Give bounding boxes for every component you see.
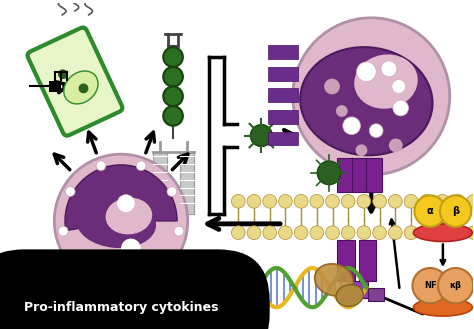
Circle shape	[116, 275, 126, 285]
Bar	[268, 67, 298, 81]
Circle shape	[121, 239, 141, 258]
Circle shape	[154, 261, 164, 271]
Circle shape	[381, 61, 397, 77]
Circle shape	[436, 194, 449, 208]
Circle shape	[310, 194, 324, 208]
Text: α: α	[427, 206, 434, 216]
Ellipse shape	[413, 224, 472, 241]
Circle shape	[279, 226, 292, 240]
Circle shape	[373, 226, 386, 240]
Circle shape	[341, 194, 355, 208]
Circle shape	[393, 100, 409, 116]
Circle shape	[341, 226, 355, 240]
Circle shape	[263, 226, 276, 240]
Circle shape	[247, 226, 261, 240]
Bar	[368, 288, 384, 301]
Circle shape	[392, 80, 406, 93]
Ellipse shape	[64, 71, 98, 104]
Circle shape	[78, 261, 88, 271]
Bar	[349, 281, 368, 298]
Circle shape	[263, 194, 276, 208]
Circle shape	[251, 125, 272, 146]
Bar	[352, 158, 367, 192]
Circle shape	[231, 226, 245, 240]
Circle shape	[388, 226, 402, 240]
Circle shape	[167, 187, 177, 196]
Circle shape	[326, 194, 339, 208]
Bar	[337, 240, 355, 281]
Circle shape	[294, 226, 308, 240]
FancyBboxPatch shape	[27, 28, 122, 136]
Circle shape	[343, 117, 360, 135]
Circle shape	[174, 226, 184, 236]
Ellipse shape	[300, 47, 432, 155]
Circle shape	[420, 194, 434, 208]
Bar	[358, 240, 376, 281]
Circle shape	[136, 161, 146, 171]
Circle shape	[404, 194, 418, 208]
Circle shape	[369, 124, 383, 138]
Wedge shape	[65, 165, 177, 231]
Circle shape	[58, 226, 68, 236]
Ellipse shape	[76, 198, 156, 248]
Circle shape	[310, 226, 324, 240]
Circle shape	[163, 47, 183, 67]
Circle shape	[117, 194, 135, 212]
Circle shape	[357, 226, 371, 240]
Circle shape	[436, 226, 449, 240]
Bar	[268, 89, 298, 102]
Circle shape	[293, 18, 450, 175]
Circle shape	[163, 106, 183, 126]
Circle shape	[412, 268, 448, 303]
Bar	[268, 132, 298, 145]
Bar	[180, 152, 194, 214]
Circle shape	[404, 226, 418, 240]
Text: NF: NF	[424, 281, 437, 290]
Circle shape	[451, 194, 465, 208]
Circle shape	[389, 139, 402, 152]
Text: κβ: κβ	[450, 281, 462, 290]
Bar	[268, 110, 298, 124]
Circle shape	[420, 226, 434, 240]
Circle shape	[231, 194, 245, 208]
Circle shape	[467, 226, 474, 240]
Circle shape	[96, 161, 106, 171]
Ellipse shape	[413, 298, 472, 316]
Circle shape	[438, 268, 474, 303]
Circle shape	[294, 194, 308, 208]
Circle shape	[163, 67, 183, 87]
Circle shape	[55, 154, 188, 288]
Circle shape	[247, 194, 261, 208]
Ellipse shape	[336, 285, 364, 306]
Circle shape	[79, 84, 89, 93]
Circle shape	[279, 194, 292, 208]
Ellipse shape	[315, 264, 353, 296]
Bar	[268, 45, 298, 59]
Circle shape	[357, 194, 371, 208]
Circle shape	[336, 105, 348, 117]
Bar	[337, 158, 353, 192]
Circle shape	[373, 194, 386, 208]
Circle shape	[317, 161, 341, 185]
Circle shape	[451, 226, 465, 240]
Text: Pro-inflammatory cytokines: Pro-inflammatory cytokines	[24, 301, 219, 314]
Circle shape	[356, 144, 367, 156]
Circle shape	[326, 226, 339, 240]
Circle shape	[324, 79, 340, 94]
Circle shape	[163, 87, 183, 106]
Circle shape	[356, 62, 376, 82]
Bar	[366, 158, 382, 192]
Bar	[154, 152, 167, 214]
Ellipse shape	[354, 54, 418, 109]
Circle shape	[388, 194, 402, 208]
Circle shape	[414, 195, 446, 227]
Circle shape	[440, 195, 471, 227]
Text: β: β	[452, 206, 459, 216]
Bar	[49, 81, 61, 92]
Circle shape	[58, 69, 68, 79]
Circle shape	[65, 187, 75, 196]
Circle shape	[467, 194, 474, 208]
Ellipse shape	[106, 198, 152, 234]
